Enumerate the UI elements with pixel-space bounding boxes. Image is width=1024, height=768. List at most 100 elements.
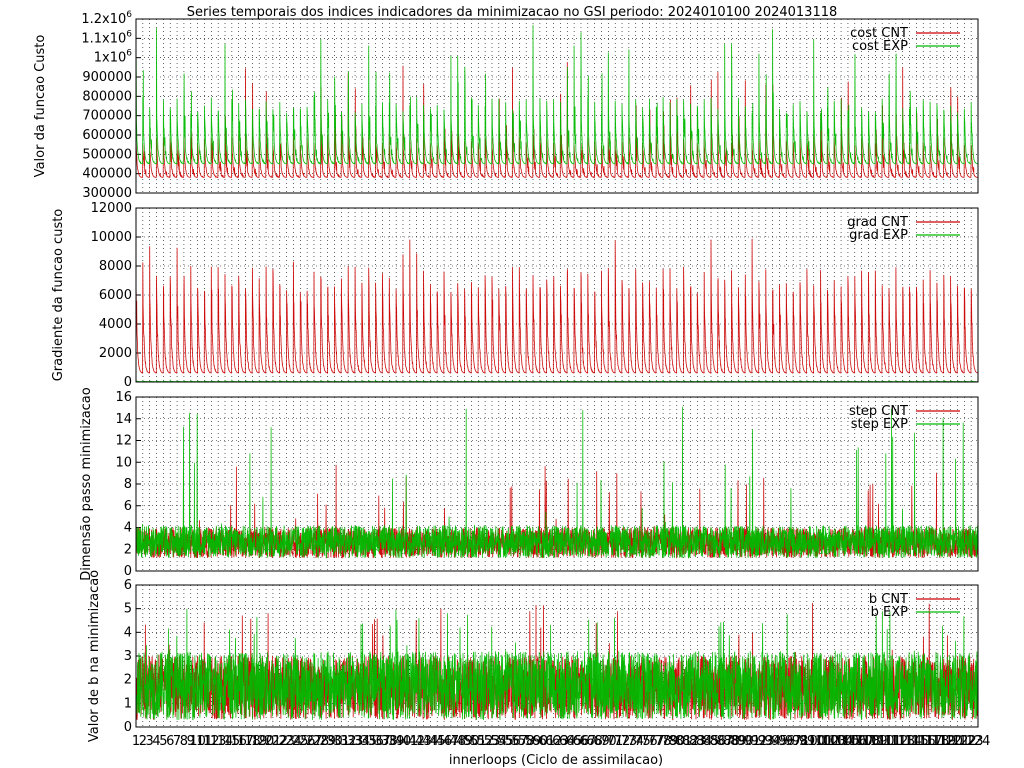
x-tick-label: 66 [573, 734, 590, 749]
x-tick-label: 12 [203, 734, 220, 749]
x-tick-label: 44 [422, 734, 439, 749]
legend-label: cost EXP [852, 39, 908, 54]
plot-frame [135, 396, 979, 572]
x-tick-label: 111 [877, 734, 902, 749]
x-tick-label: 88 [723, 734, 740, 749]
y-tick-label: 2 [124, 673, 132, 688]
x-tick-label: 74 [627, 734, 644, 749]
y-tick-label: 4 [124, 521, 132, 536]
x-tick-label: 112 [883, 734, 908, 749]
x-tick-label: 49 [456, 734, 473, 749]
x-tick-label: 43 [415, 734, 432, 749]
x-tick-label: 110 [870, 734, 895, 749]
chart-title: Series temporais dos indices indicadores… [187, 5, 838, 20]
y-axis-label: Valor de b na minimizacao [87, 570, 102, 742]
y-tick-label: 2000 [99, 346, 132, 361]
x-tick-label: 26 [299, 734, 316, 749]
x-tick-label: 57 [511, 734, 528, 749]
y-tick-label: 800000 [82, 89, 132, 104]
y-tick-label: 400000 [82, 167, 132, 182]
x-tick-label: 108 [856, 734, 881, 749]
y-tick-label: 1.2x106 [81, 10, 132, 27]
x-tick-label: 7 [173, 734, 181, 749]
x-tick-label: 116 [911, 734, 936, 749]
x-tick-label: 33 [347, 734, 364, 749]
panel-grad: 0 2000 4000 6000 8000 10000 12000 Gradiente da … [51, 201, 979, 390]
x-tick-label: 39 [388, 734, 405, 749]
x-tick-label: 119 [931, 734, 956, 749]
x-tick-label: 17 [237, 734, 254, 749]
y-tick-label: 2 [124, 542, 132, 557]
x-tick-label: 22 [271, 734, 288, 749]
plot-frame [135, 18, 979, 194]
panel-cost: 300000 400000 500000 600000 700000 800000 9000… [33, 10, 979, 201]
x-tick-label: 42 [408, 734, 425, 749]
x-tick-label: 106 [842, 734, 867, 749]
x-tick-label: 114 [897, 734, 922, 749]
series-line-b-exp [135, 608, 979, 721]
x-tick-label: 100 [801, 734, 826, 749]
y-tick-label: 1.1x106 [81, 29, 132, 46]
series-line-grad-cnt [135, 238, 979, 375]
legend-label: step CNT [849, 404, 908, 419]
x-tick-label: 41 [402, 734, 419, 749]
x-tick-label: 56 [504, 734, 521, 749]
y-tick-label: 6000 [99, 288, 132, 303]
x-tick-label: 40 [395, 734, 412, 749]
x-tick-label: 75 [634, 734, 651, 749]
x-tick-label: 6 [166, 734, 174, 749]
x-tick-label: 69 [593, 734, 610, 749]
x-tick-label: 94 [764, 734, 781, 749]
x-tick-label: 35 [360, 734, 377, 749]
x-tick-label: 113 [890, 734, 915, 749]
x-tick-label: 78 [655, 734, 672, 749]
y-tick-label: 12 [115, 434, 132, 449]
x-tick-label: 83 [689, 734, 706, 749]
x-tick-label: 47 [443, 734, 460, 749]
x-tick-label: 96 [778, 734, 795, 749]
x-tick-label: 109 [863, 734, 888, 749]
x-tick-label: 45 [429, 734, 446, 749]
legend-label: b EXP [871, 605, 909, 620]
y-tick-label: 4000 [99, 317, 132, 332]
legend-label: grad CNT [847, 215, 908, 230]
x-tick-label: 87 [716, 734, 733, 749]
x-tick-label: 9 [187, 734, 195, 749]
x-tick-label: 82 [682, 734, 699, 749]
x-tick-label: 95 [771, 734, 788, 749]
plot-frame [135, 584, 979, 728]
x-axis-label: innerloops (Ciclo de assimilacao) [449, 753, 663, 768]
y-tick-label: 6 [124, 499, 132, 514]
x-tick-label: 99 [799, 734, 816, 749]
x-tick-label: 28 [313, 734, 330, 749]
x-tick-label: 81 [675, 734, 692, 749]
legend-label: grad EXP [849, 228, 908, 243]
x-tick-label: 50 [463, 734, 480, 749]
x-tick-label: 8 [180, 734, 188, 749]
x-tick-label: 24 [285, 734, 302, 749]
x-tick-label: 15 [224, 734, 241, 749]
y-tick-label: 10000 [91, 230, 132, 245]
x-tick-label: 34 [354, 734, 371, 749]
x-tick-label: 84 [696, 734, 713, 749]
x-tick-label: 77 [648, 734, 665, 749]
y-tick-label: 900000 [82, 70, 132, 85]
y-tick-label: 500000 [82, 147, 132, 162]
x-tick-label: 52 [477, 734, 494, 749]
x-tick-label: 59 [525, 734, 542, 749]
x-tick-label: 76 [641, 734, 658, 749]
x-tick-label: 37 [374, 734, 391, 749]
y-tick-label: 700000 [82, 109, 132, 124]
x-tick-label: 60 [532, 734, 549, 749]
y-tick-label: 0 [124, 720, 132, 735]
x-tick-label: 85 [703, 734, 720, 749]
x-tick-label: 98 [792, 734, 809, 749]
y-tick-label: 5 [124, 602, 132, 617]
x-tick-label: 23 [278, 734, 295, 749]
x-tick-label: 122 [952, 734, 977, 749]
series-line-step-exp [135, 406, 979, 559]
x-tick-label: 61 [538, 734, 555, 749]
x-tick-label: 93 [758, 734, 775, 749]
